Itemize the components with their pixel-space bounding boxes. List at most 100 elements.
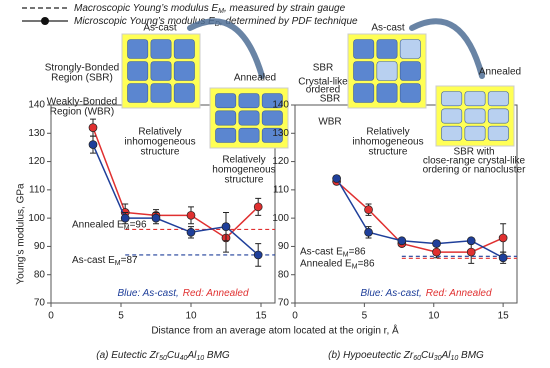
reference-label-part: As-cast E: [300, 246, 343, 257]
caption-part: Cu: [167, 350, 180, 361]
reference-label-part: As-cast E: [72, 255, 115, 266]
note-part: Blue: As-cast,: [117, 288, 178, 299]
y-tick-label: 100: [272, 213, 289, 224]
annotation: Strongly-Bonded: [45, 63, 120, 74]
legend-text: Macroscopic Young’s modulus EM, measured…: [74, 3, 346, 16]
note-part: Red: Annealed: [183, 288, 249, 299]
cluster: [215, 93, 237, 109]
cluster: [238, 110, 260, 126]
cluster: [127, 61, 149, 81]
cluster: [215, 110, 237, 126]
data-point: [432, 247, 441, 257]
annotation: structure: [141, 147, 180, 158]
cluster: [464, 125, 486, 141]
annotation: SBR with: [453, 147, 494, 158]
annotation: inhomogeneous: [352, 137, 423, 148]
caption-part: (a) Eutectic Zr: [96, 350, 159, 361]
y-tick-label: 100: [28, 213, 45, 224]
annotation: Annealed: [234, 73, 276, 84]
annotation: Relatively: [138, 127, 181, 138]
note-part: Red: Annealed: [426, 288, 492, 299]
annotation: ordering or nanocluster: [423, 165, 527, 176]
data-point: [186, 210, 196, 220]
reference-label: Annealed EM=96: [72, 219, 147, 232]
data-point: [332, 174, 341, 183]
cluster: [441, 108, 463, 124]
cluster: [150, 39, 172, 59]
annotation: structure: [369, 147, 408, 158]
annotation: SBR: [313, 63, 334, 74]
data-point: [432, 239, 441, 248]
legend-text-part: Microscopic Young’s modulus E: [74, 16, 215, 27]
annotation: homogeneous: [212, 165, 275, 176]
legend-text-part: Macroscopic Young’s modulus E: [74, 3, 218, 14]
reference-label-part: =96: [130, 219, 147, 230]
annotation: As-cast: [143, 23, 177, 34]
cluster: [399, 61, 421, 81]
cluster: [376, 39, 398, 59]
reference-label-part: =86: [349, 246, 366, 257]
legend-text-part: , determined by PDF technique: [220, 16, 358, 27]
note: Blue: As-cast, Red: Annealed: [117, 288, 249, 299]
reference-label: Annealed EM=86: [300, 258, 375, 271]
cluster: [399, 83, 421, 103]
annotation: Crystal-like: [298, 77, 348, 88]
cluster: [127, 83, 149, 103]
annotation: Relatively: [222, 155, 265, 166]
y-tick-label: 140: [28, 100, 45, 111]
legend-marker: [41, 17, 49, 25]
caption-part: 50: [159, 355, 167, 362]
annotation: Weakly-Bonded: [47, 97, 117, 108]
cluster: [261, 110, 283, 126]
reference-label-part: Annealed E: [300, 258, 352, 269]
cluster: [487, 125, 509, 141]
data-point: [498, 253, 508, 263]
data-point: [88, 140, 98, 149]
series-line: [336, 180, 504, 253]
note: Blue: As-cast, Red: Annealed: [360, 288, 492, 299]
arrow: [187, 18, 265, 79]
cluster: [376, 61, 398, 81]
cluster: [261, 127, 283, 143]
caption-part: Al: [441, 350, 452, 361]
legend-text-part: D: [215, 21, 220, 28]
caption-part: (b) Hypoeutectic Zr: [328, 350, 414, 361]
reference-label-part: M: [124, 225, 130, 232]
cluster: [376, 83, 398, 103]
cluster: [353, 83, 375, 103]
cluster: [441, 91, 463, 107]
cluster: [173, 83, 195, 103]
annotation: SBR: [320, 94, 341, 105]
cluster: [464, 108, 486, 124]
data-point: [466, 247, 476, 257]
x-tick-label: 0: [48, 311, 54, 322]
reference-label-part: =87: [121, 255, 138, 266]
cluster: [238, 93, 260, 109]
caption: (a) Eutectic Zr50Cu40Al10 BMG: [96, 350, 230, 363]
caption-part: 60: [413, 355, 421, 362]
data-point: [498, 233, 508, 243]
y-tick-label: 80: [34, 269, 46, 280]
reference-label: As-cast EM=87: [72, 255, 138, 268]
caption-part: BMG: [458, 350, 484, 361]
data-point: [397, 236, 407, 246]
cluster: [215, 127, 237, 143]
annotation: WBR: [318, 117, 341, 128]
data-point: [186, 227, 196, 237]
caption-part: BMG: [204, 350, 230, 361]
reference-label-part: M: [352, 264, 358, 271]
cluster: [487, 91, 509, 107]
series-line: [92, 144, 259, 256]
cluster: [353, 61, 375, 81]
x-tick-label: 10: [428, 311, 440, 322]
annotation: structure: [225, 175, 264, 186]
y-tick-label: 90: [34, 241, 46, 252]
caption-part: 10: [196, 355, 204, 362]
data-point: [120, 213, 130, 223]
x-tick-label: 15: [498, 311, 510, 322]
note-part: Blue: As-cast,: [360, 288, 421, 299]
reference-label-part: M: [343, 252, 349, 259]
data-point: [466, 236, 476, 246]
legend-text-part: , measured by strain gauge: [224, 3, 346, 14]
